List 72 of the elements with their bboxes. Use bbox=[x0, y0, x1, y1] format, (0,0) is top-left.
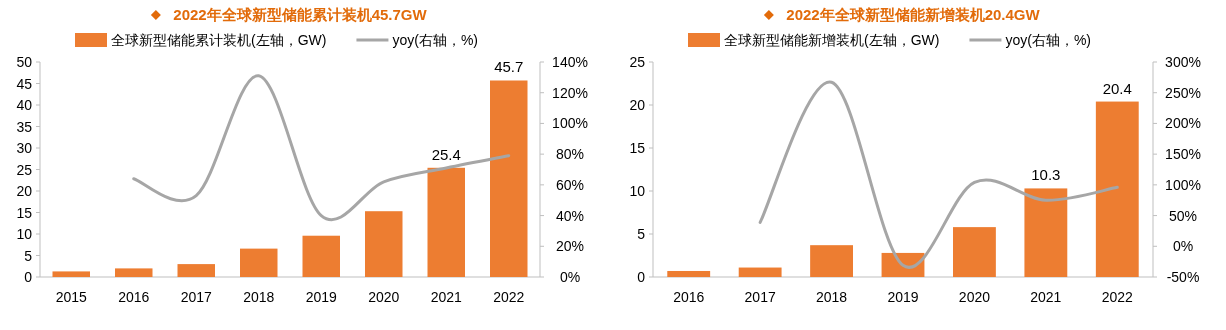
x-tick-label: 2018 bbox=[815, 289, 848, 305]
data-label: 10.3 bbox=[1031, 166, 1061, 184]
bar bbox=[490, 80, 528, 277]
y-tick-label: 50 bbox=[16, 54, 33, 70]
legend-label: 全球新型储能新增装机(左轴，GW) bbox=[724, 32, 940, 48]
x-tick-label: 2018 bbox=[243, 289, 275, 305]
bar bbox=[1095, 101, 1139, 277]
x-tick-label: 2019 bbox=[887, 289, 919, 305]
y-tick-label: 45 bbox=[16, 75, 33, 92]
y2-tick-label: 0% bbox=[1172, 238, 1194, 255]
y-tick-label: 15 bbox=[16, 204, 33, 221]
x-tick-label: 2021 bbox=[430, 289, 463, 305]
legend-label: yoy(右轴，%) bbox=[392, 32, 478, 48]
y2-tick-label: 150% bbox=[1165, 146, 1201, 163]
y-tick-label: 0 bbox=[24, 269, 33, 285]
bar bbox=[177, 264, 215, 277]
x-tick-label: 2016 bbox=[118, 289, 150, 305]
y2-tick-label: 80% bbox=[555, 146, 585, 163]
y-tick-label: 25 bbox=[16, 161, 33, 178]
y-tick-label: 5 bbox=[24, 247, 33, 264]
y-tick-label: 25 bbox=[629, 54, 646, 70]
y-tick-label: 5 bbox=[637, 226, 646, 242]
bar bbox=[302, 235, 340, 277]
y2-tick-label: 100% bbox=[1165, 176, 1201, 193]
data-label: 20.4 bbox=[1102, 79, 1132, 97]
y-tick-label: 10 bbox=[629, 183, 646, 199]
bar bbox=[115, 268, 153, 277]
legend-label: 全球新型储能累计装机(左轴，GW) bbox=[111, 32, 327, 48]
y2-tick-label: 200% bbox=[1165, 115, 1201, 132]
y2-tick-label: 50% bbox=[1168, 207, 1198, 224]
chart-title: 2022年全球新型储能累计装机45.7GW bbox=[173, 6, 428, 23]
data-label: 25.4 bbox=[431, 145, 461, 163]
y2-tick-label: 120% bbox=[552, 84, 588, 101]
y2-tick-label: 140% bbox=[552, 54, 588, 70]
data-label: 45.7 bbox=[494, 58, 524, 76]
y-tick-label: 30 bbox=[16, 140, 33, 156]
x-tick-label: 2021 bbox=[1030, 289, 1062, 305]
chart-title: 2022年全球新型储能新增装机20.4GW bbox=[786, 6, 1041, 23]
x-tick-label: 2022 bbox=[1101, 289, 1134, 305]
y2-tick-label: 40% bbox=[555, 207, 585, 224]
y-tick-label: 40 bbox=[16, 97, 33, 113]
y-tick-label: 0 bbox=[637, 269, 646, 285]
y-tick-label: 20 bbox=[629, 97, 646, 113]
x-tick-label: 2016 bbox=[673, 289, 705, 305]
y2-tick-label: -50% bbox=[1166, 269, 1200, 285]
bar bbox=[738, 267, 782, 277]
y-tick-label: 20 bbox=[16, 183, 33, 199]
x-tick-label: 2020 bbox=[958, 289, 991, 305]
bar bbox=[240, 248, 278, 277]
y2-tick-label: 250% bbox=[1165, 84, 1201, 101]
x-tick-label: 2020 bbox=[368, 289, 400, 305]
y2-tick-label: 300% bbox=[1165, 54, 1201, 70]
x-tick-label: 2015 bbox=[55, 289, 88, 305]
bar bbox=[365, 211, 403, 277]
x-tick-label: 2017 bbox=[744, 289, 776, 305]
y2-tick-label: 20% bbox=[555, 238, 585, 255]
bar bbox=[1024, 188, 1068, 277]
bar bbox=[810, 245, 853, 277]
legend-label: yoy(右轴，%) bbox=[1005, 32, 1091, 48]
x-tick-label: 2017 bbox=[180, 289, 213, 305]
bar bbox=[427, 167, 465, 277]
y2-tick-label: 60% bbox=[555, 176, 585, 193]
y2-tick-label: 0% bbox=[559, 269, 581, 285]
bar bbox=[52, 271, 90, 277]
y-tick-label: 35 bbox=[16, 118, 33, 135]
bar bbox=[667, 270, 711, 277]
y-tick-label: 10 bbox=[16, 226, 33, 242]
x-tick-label: 2019 bbox=[305, 289, 338, 305]
y-tick-label: 15 bbox=[629, 140, 646, 156]
x-tick-label: 2022 bbox=[493, 289, 525, 305]
y2-tick-label: 100% bbox=[552, 115, 588, 132]
bar bbox=[953, 227, 996, 277]
